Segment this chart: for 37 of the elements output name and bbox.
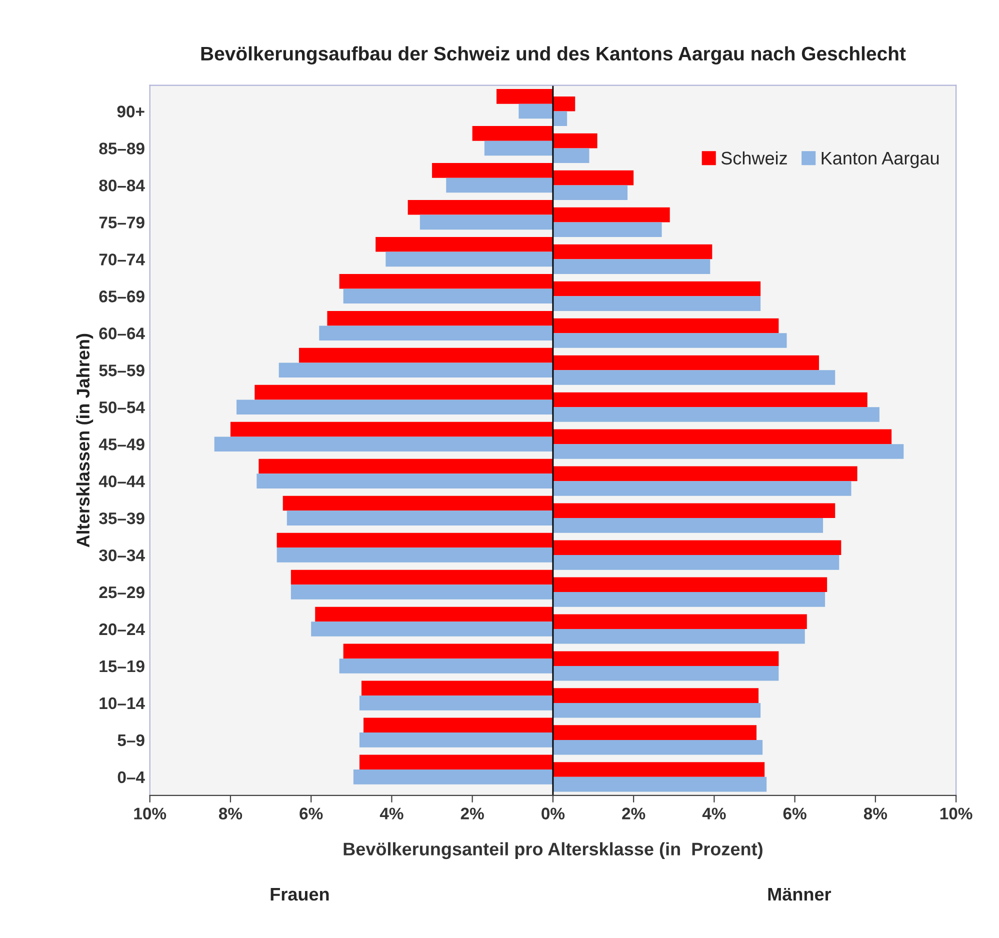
y-tick-label: 75–79: [99, 216, 144, 228]
text: Männer: [768, 888, 832, 901]
x-tick-label: 4%: [380, 808, 404, 820]
y-tick-label: 45–49: [98, 438, 144, 450]
y-tick-label: 15–19: [100, 660, 144, 672]
x-tick-label: 10%: [134, 808, 166, 820]
y-tick-label: 25–29: [99, 586, 144, 598]
y-tick-label: 50–54: [99, 402, 145, 414]
chart-title: Bevölkerungsaufbau der Schweiz und des Kantons Aargau nach Geschlecht: [201, 46, 906, 64]
y-tick-label: 35–39: [99, 512, 144, 524]
y-tick-label: 90+: [117, 106, 144, 118]
y-tick-label: 40–44: [98, 475, 145, 488]
text: Frauen: [270, 888, 329, 901]
y-tick-label: 30–34: [99, 549, 145, 562]
y-axis-title: Altersklassen (in Jahren): [76, 334, 94, 548]
x-tick-label: 4%: [702, 808, 726, 820]
y-tick-label: 70–74: [99, 254, 145, 266]
y-tick-label: 10–14: [100, 697, 145, 710]
x-axis-title: Bevölkerungsanteil pro Altersklasse (in Prozent): [344, 842, 762, 860]
y-tick-label: 80–84: [99, 180, 145, 192]
y-tick-label: 5–9: [118, 734, 144, 746]
y-tick-label: 85–89: [99, 142, 144, 154]
x-tick-label: 0%: [542, 808, 565, 820]
x-tick-label: 6%: [783, 808, 806, 820]
x-tick-label: 2%: [622, 808, 646, 820]
y-tick-label: 55–59: [99, 364, 144, 376]
x-tick-label: 8%: [864, 808, 888, 820]
legend-label: Kanton Aargau: [822, 152, 939, 168]
y-tick-label: 20–24: [99, 623, 145, 636]
y-tick-label: 65–69: [99, 290, 144, 302]
legend-label: Schweiz: [721, 151, 787, 165]
x-tick-label: 2%: [460, 808, 484, 820]
x-tick-label: 8%: [218, 808, 242, 820]
y-tick-label: 60–64: [99, 328, 145, 340]
x-tick-label: 10%: [940, 808, 972, 820]
x-tick-label: 6%: [300, 808, 323, 820]
y-tick-label: 0–4: [118, 771, 145, 784]
